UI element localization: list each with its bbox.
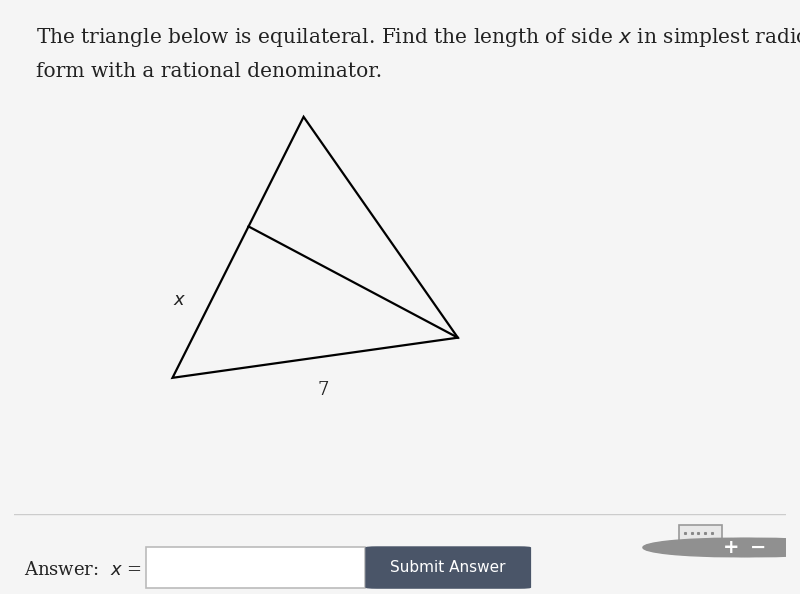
Text: −: − (750, 538, 766, 557)
Text: form with a rational denominator.: form with a rational denominator. (36, 62, 382, 81)
Text: Submit Answer: Submit Answer (390, 560, 506, 575)
Text: 7: 7 (317, 381, 329, 399)
Text: Answer:  $x$ =: Answer: $x$ = (24, 561, 142, 579)
FancyBboxPatch shape (366, 546, 531, 589)
Text: $x$: $x$ (174, 290, 186, 309)
FancyBboxPatch shape (679, 525, 722, 548)
Circle shape (670, 538, 800, 557)
FancyBboxPatch shape (146, 548, 366, 587)
Circle shape (643, 538, 800, 557)
Text: The triangle below is equilateral. Find the length of side $x$ in simplest radic: The triangle below is equilateral. Find … (36, 27, 800, 49)
Text: +: + (723, 538, 740, 557)
